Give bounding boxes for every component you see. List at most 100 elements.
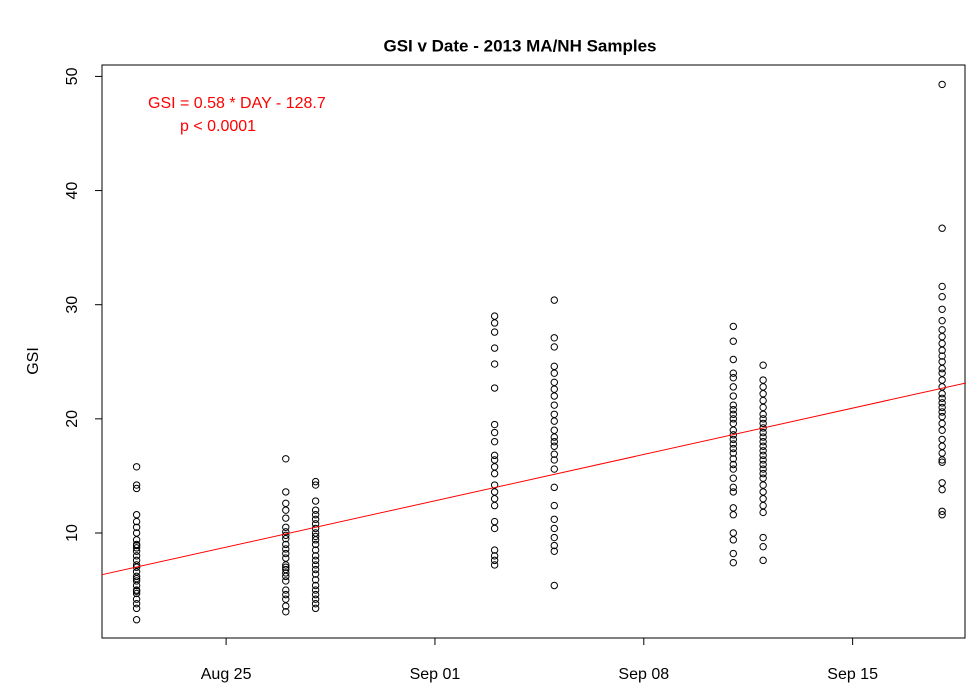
point	[759, 533, 767, 542]
point	[282, 488, 290, 496]
point	[490, 556, 499, 565]
point	[759, 456, 767, 464]
point	[729, 374, 737, 382]
point	[759, 481, 767, 489]
point	[938, 326, 946, 334]
point	[490, 552, 499, 560]
point	[729, 549, 737, 558]
point	[132, 595, 141, 603]
point	[550, 437, 558, 446]
point	[132, 523, 141, 531]
point	[759, 396, 767, 405]
point	[729, 322, 737, 331]
point	[729, 474, 737, 482]
point	[550, 401, 558, 409]
point	[282, 455, 290, 463]
point	[132, 587, 141, 595]
point	[550, 385, 558, 393]
y-axis-label: GSI	[25, 347, 42, 375]
point	[759, 415, 767, 423]
point	[132, 541, 141, 550]
point	[759, 447, 767, 455]
point	[282, 499, 290, 508]
point	[938, 339, 946, 348]
point	[490, 319, 499, 327]
point	[938, 511, 946, 519]
point	[550, 296, 558, 304]
point	[759, 542, 767, 551]
point	[132, 552, 141, 560]
point	[759, 390, 767, 398]
point	[132, 511, 141, 519]
point	[729, 369, 737, 377]
point	[729, 465, 737, 473]
point	[729, 488, 737, 496]
point	[282, 514, 290, 522]
point	[550, 450, 558, 458]
point	[490, 561, 499, 569]
point	[490, 428, 499, 437]
point	[132, 484, 141, 493]
point	[759, 465, 767, 473]
point	[132, 536, 141, 544]
point	[938, 376, 946, 384]
point	[938, 364, 946, 373]
point	[490, 469, 499, 478]
x-tick-label: Sep 15	[827, 666, 878, 683]
y-tick-label: 10	[64, 524, 81, 542]
point	[550, 547, 558, 555]
point	[311, 515, 320, 523]
point	[729, 449, 737, 457]
point	[759, 495, 767, 503]
point	[759, 428, 767, 437]
point	[282, 523, 290, 531]
point	[938, 456, 946, 464]
point	[490, 451, 499, 460]
point	[938, 403, 946, 412]
point	[759, 556, 767, 565]
point	[759, 403, 767, 412]
point	[938, 224, 946, 232]
x-tick-label: Aug 25	[201, 666, 252, 683]
point	[550, 417, 558, 425]
point	[490, 501, 499, 510]
point	[550, 524, 558, 533]
point	[759, 469, 767, 478]
point	[132, 577, 141, 585]
point	[550, 362, 558, 371]
fit-line	[101, 382, 966, 576]
point	[938, 426, 946, 434]
point	[938, 412, 946, 421]
point	[938, 390, 946, 398]
y-tick-label: 30	[64, 296, 81, 314]
point	[550, 369, 558, 377]
point	[550, 483, 558, 492]
point	[759, 451, 767, 460]
point	[938, 449, 946, 457]
point	[311, 604, 320, 613]
point	[938, 479, 946, 487]
point	[759, 424, 767, 432]
point	[759, 460, 767, 469]
point	[132, 463, 141, 471]
point	[282, 590, 290, 599]
point	[311, 576, 320, 584]
point	[490, 517, 499, 526]
point	[759, 410, 767, 418]
point	[311, 570, 320, 578]
point	[729, 355, 737, 364]
point	[282, 572, 290, 581]
point	[729, 504, 737, 512]
point	[938, 369, 946, 377]
point	[282, 534, 290, 543]
point	[311, 586, 320, 594]
point	[550, 456, 558, 464]
point	[729, 440, 737, 448]
point	[311, 511, 320, 519]
point	[311, 506, 320, 514]
point	[729, 511, 737, 519]
point	[490, 546, 499, 554]
point	[938, 316, 946, 325]
point	[311, 581, 320, 590]
